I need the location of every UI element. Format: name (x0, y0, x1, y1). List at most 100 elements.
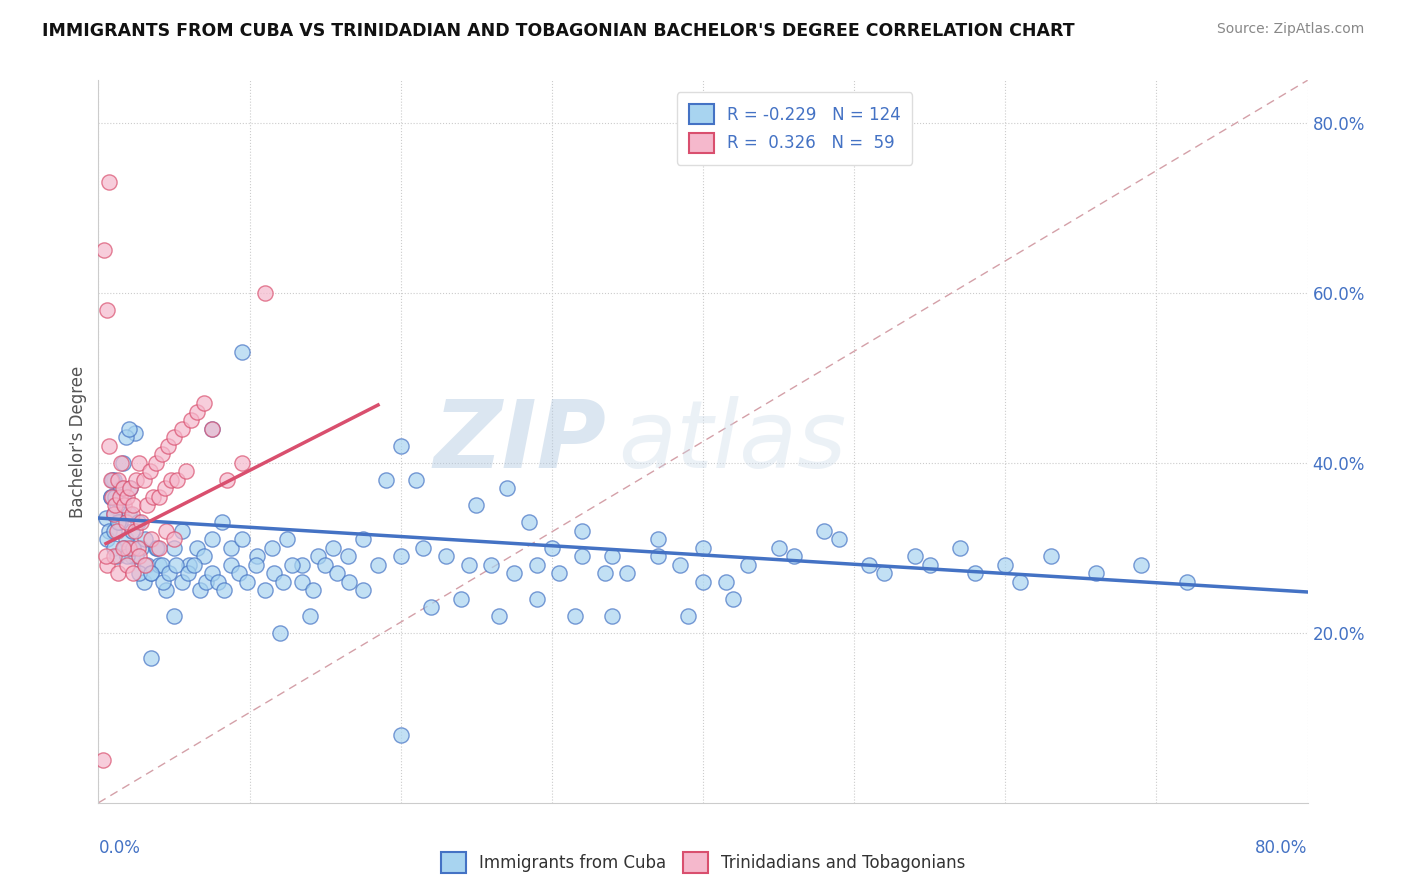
Point (526, 591, 548, 606)
Point (434, 549, 457, 564)
Point (141, 533, 163, 547)
Point (124, 425, 146, 440)
Point (488, 608, 510, 623)
Point (299, 608, 322, 623)
Point (96, 558, 118, 572)
Point (132, 574, 155, 589)
Point (107, 516, 129, 530)
Point (540, 541, 562, 555)
Point (949, 541, 972, 555)
Point (174, 464, 197, 478)
Point (481, 558, 503, 572)
Point (616, 566, 638, 581)
Point (163, 533, 186, 547)
Point (108, 490, 131, 504)
Point (263, 566, 285, 581)
Point (114, 430, 136, 444)
Point (813, 524, 835, 538)
Point (783, 549, 806, 564)
Point (994, 558, 1017, 572)
Point (352, 533, 374, 547)
Point (120, 481, 142, 495)
Point (127, 516, 149, 530)
Point (215, 473, 238, 487)
Point (170, 422, 193, 436)
Point (93, 244, 115, 258)
Point (602, 608, 624, 623)
Point (118, 507, 141, 521)
Point (105, 498, 128, 512)
Point (125, 473, 148, 487)
Point (100, 490, 122, 504)
Point (1010, 574, 1032, 589)
Point (526, 558, 548, 572)
Point (367, 558, 389, 572)
Point (111, 456, 134, 470)
Point (105, 524, 128, 538)
Point (1130, 558, 1153, 572)
Point (389, 439, 412, 453)
Point (170, 574, 193, 589)
Text: atlas: atlas (619, 396, 846, 487)
Point (125, 549, 148, 564)
Point (98, 524, 121, 538)
Point (98, 175, 121, 189)
Point (132, 473, 155, 487)
Point (221, 541, 243, 555)
Point (111, 541, 134, 555)
Point (105, 549, 128, 564)
Point (110, 456, 132, 470)
Point (160, 473, 183, 487)
Point (114, 533, 136, 547)
Point (165, 558, 187, 572)
Point (155, 583, 177, 598)
Point (110, 507, 132, 521)
Point (121, 507, 143, 521)
Point (153, 481, 176, 495)
Point (111, 481, 134, 495)
Point (163, 541, 186, 555)
Point (104, 498, 127, 512)
Point (714, 574, 737, 589)
Text: ZIP: ZIP (433, 395, 606, 488)
Point (517, 516, 540, 530)
Point (337, 574, 360, 589)
Point (194, 574, 217, 589)
Point (148, 541, 170, 555)
Point (108, 516, 131, 530)
Point (179, 558, 201, 572)
Point (163, 430, 186, 444)
Point (148, 490, 170, 504)
Point (135, 558, 157, 572)
Point (495, 481, 517, 495)
Point (193, 396, 215, 410)
Point (593, 566, 616, 581)
Point (723, 591, 745, 606)
Legend: Immigrants from Cuba, Trinidadians and Tobagonians: Immigrants from Cuba, Trinidadians and T… (434, 846, 972, 880)
Point (122, 541, 145, 555)
Point (571, 524, 593, 538)
Point (141, 566, 163, 581)
Point (118, 422, 141, 436)
Point (465, 498, 488, 512)
Point (420, 600, 443, 615)
Point (571, 549, 593, 564)
Point (336, 549, 359, 564)
Point (139, 464, 162, 478)
Point (228, 566, 250, 581)
Point (141, 566, 163, 581)
Point (156, 439, 179, 453)
Point (129, 541, 152, 555)
Point (291, 574, 314, 589)
Point (114, 516, 136, 530)
Point (122, 498, 145, 512)
Point (127, 541, 149, 555)
Point (115, 490, 138, 504)
Point (221, 558, 243, 572)
Point (548, 566, 571, 581)
Point (207, 574, 229, 589)
Point (211, 516, 233, 530)
Point (183, 558, 205, 572)
Point (111, 490, 134, 504)
Point (121, 549, 143, 564)
